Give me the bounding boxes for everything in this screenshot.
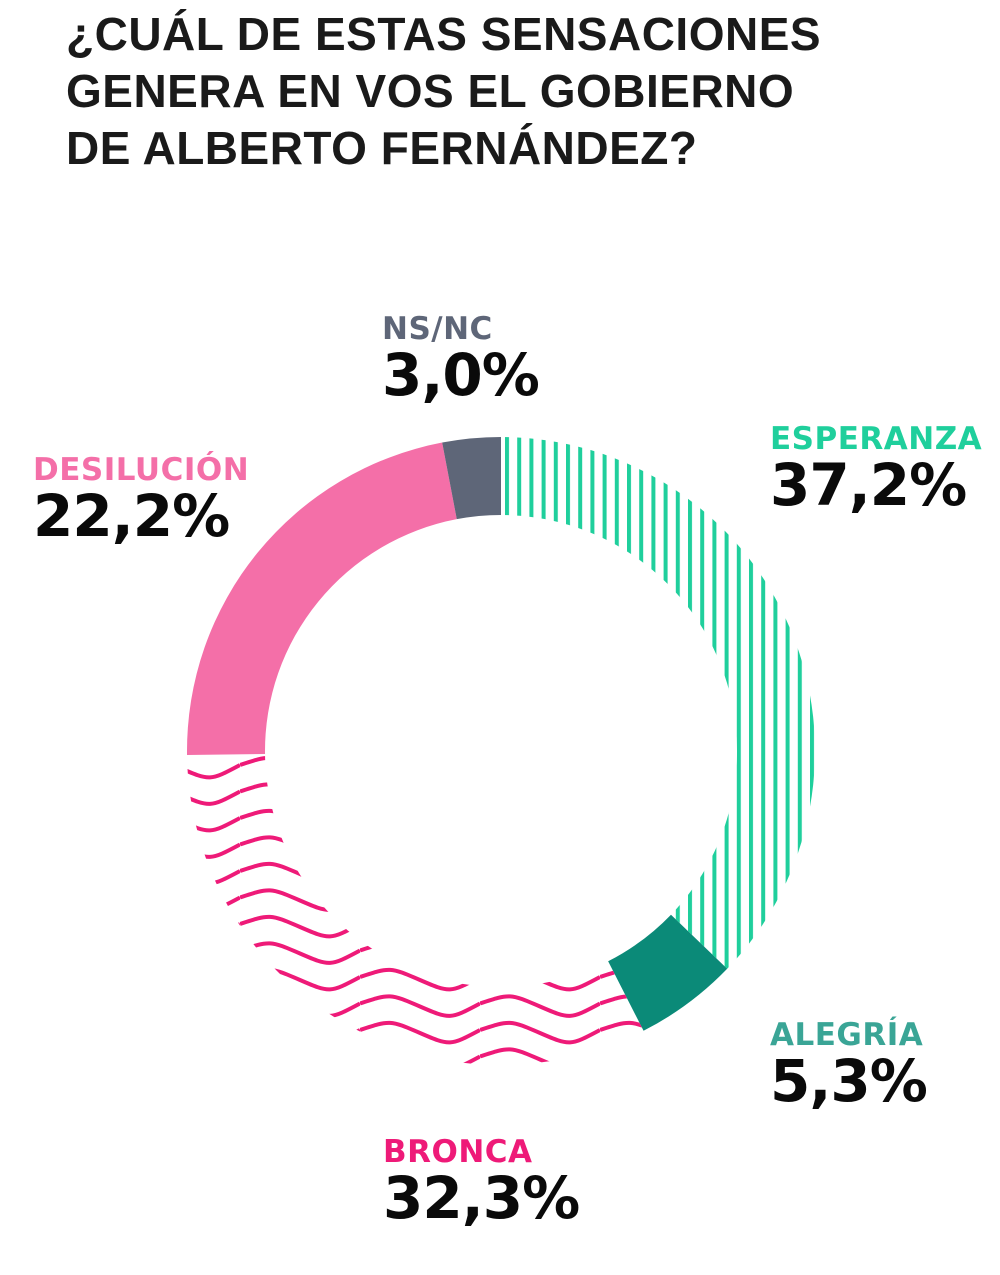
segment-alegria bbox=[608, 914, 728, 1031]
label-alegria: ALEGRÍA 5,3% bbox=[770, 1017, 928, 1115]
chart-title: ¿CUÁL DE ESTAS SENSACIONES GENERA EN VOS… bbox=[66, 6, 966, 177]
title-line-1: ¿CUÁL DE ESTAS SENSACIONES bbox=[66, 8, 822, 60]
donut-segments bbox=[187, 437, 815, 1065]
label-alegria-name: ALEGRÍA bbox=[770, 1017, 924, 1053]
label-esperanza-name: ESPERANZA bbox=[770, 421, 983, 457]
label-alegria-value: 5,3% bbox=[770, 1047, 928, 1115]
segment-nsnc bbox=[442, 437, 501, 520]
label-desilucion-value: 22,2% bbox=[33, 482, 230, 550]
label-esperanza-value: 37,2% bbox=[770, 451, 967, 519]
label-nsnc-name: NS/NC bbox=[382, 311, 493, 347]
label-desilucion: DESILUCIÓN 22,2% bbox=[33, 453, 249, 545]
segment-esperanza bbox=[501, 437, 815, 969]
label-esperanza: ESPERANZA 37,2% bbox=[770, 422, 982, 514]
title-line-3: DE ALBERTO FERNÁNDEZ? bbox=[66, 122, 698, 174]
label-desilucion-name: DESILUCIÓN bbox=[33, 452, 250, 488]
segment-bronca bbox=[187, 753, 644, 1065]
label-nsnc-value: 3,0% bbox=[382, 341, 540, 409]
title-line-2: GENERA EN VOS EL GOBIERNO bbox=[66, 65, 795, 117]
segment-desilucion bbox=[187, 442, 457, 755]
label-nsnc: NS/NC 3,0% bbox=[382, 311, 540, 409]
label-bronca-name: BRONCA bbox=[383, 1134, 533, 1170]
label-bronca: BRONCA 32,3% bbox=[383, 1134, 580, 1232]
label-bronca-value: 32,3% bbox=[383, 1164, 580, 1232]
